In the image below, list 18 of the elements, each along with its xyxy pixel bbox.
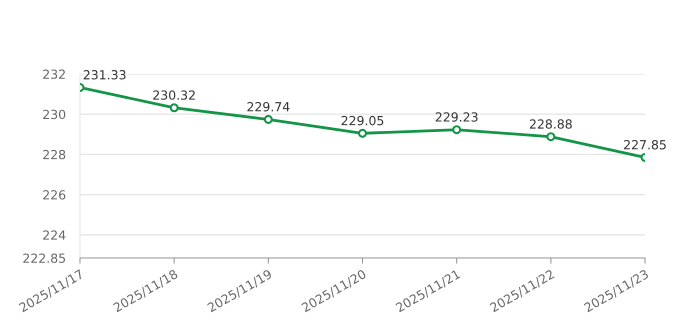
data-label: 228.88	[530, 119, 572, 129]
data-label: 231.33	[84, 70, 126, 80]
point	[358, 128, 368, 138]
point	[264, 114, 273, 124]
data-label: 230.32	[153, 90, 195, 100]
y-tick-label: 228	[43, 150, 66, 160]
y-tick-label: 230	[43, 110, 66, 120]
data-label: 229.23	[436, 112, 478, 122]
y-tick-label: 224	[43, 230, 66, 240]
y-tick-label: 232	[43, 69, 65, 79]
y-tick-label: 226	[43, 190, 66, 200]
data-label: 229.74	[247, 102, 290, 112]
point	[546, 132, 556, 142]
point	[170, 103, 179, 112]
y-tick-label: 222.85	[23, 253, 66, 263]
point	[452, 125, 462, 134]
data-label: 227.85	[624, 140, 666, 150]
data-label: 229.05	[342, 116, 384, 126]
